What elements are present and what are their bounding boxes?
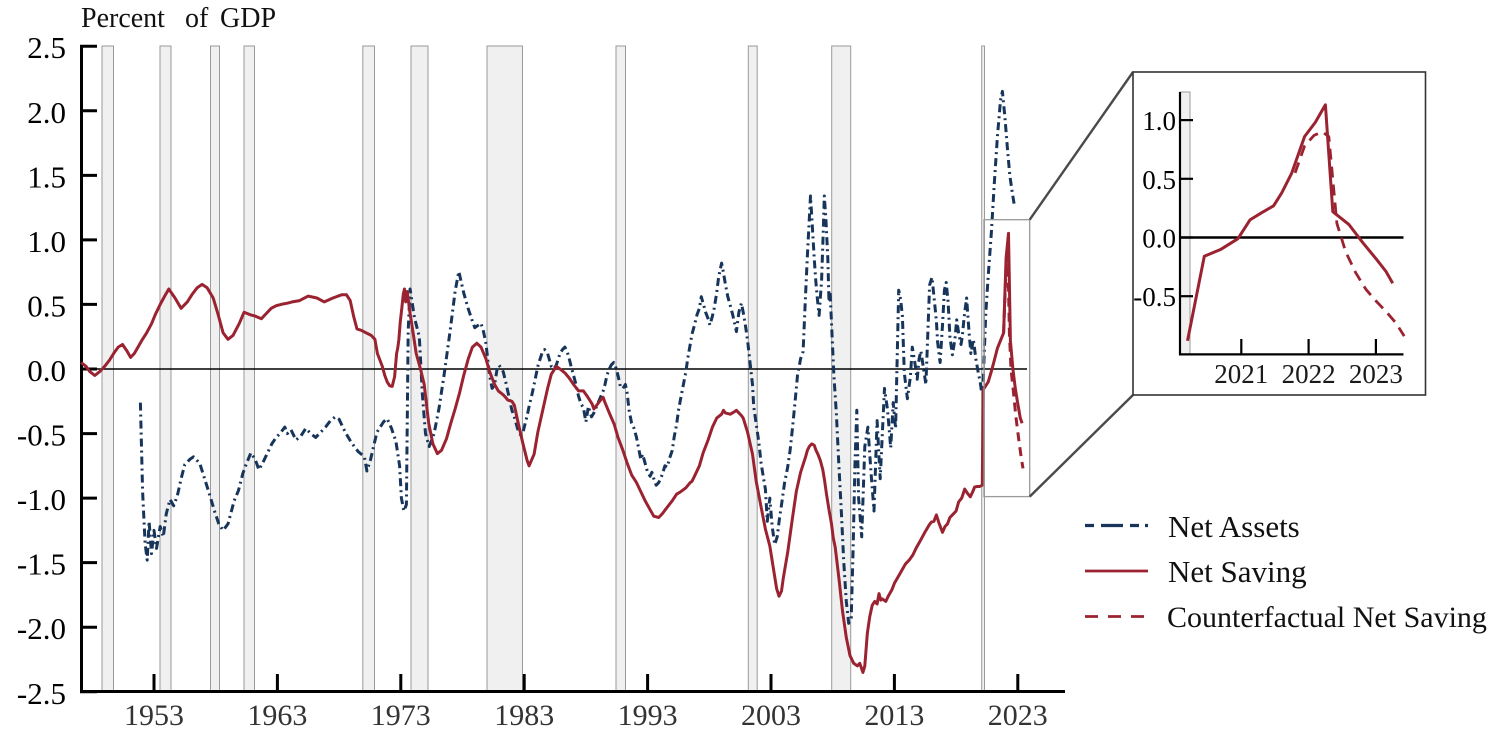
svg-text:Net Assets: Net Assets — [1168, 509, 1300, 544]
svg-text:2.0: 2.0 — [27, 95, 66, 130]
svg-text:Counterfactual Net Saving: Counterfactual Net Saving — [1167, 601, 1487, 634]
svg-text:2.5: 2.5 — [27, 30, 66, 65]
svg-text:Net Saving: Net Saving — [1168, 554, 1307, 589]
svg-text:2023: 2023 — [988, 699, 1048, 731]
svg-text:1.0: 1.0 — [27, 224, 66, 259]
svg-text:Percent: Percent — [81, 3, 165, 34]
svg-text:-1.0: -1.0 — [17, 482, 66, 517]
svg-text:1993: 1993 — [618, 699, 678, 731]
svg-text:0.5: 0.5 — [27, 288, 66, 323]
svg-text:1983: 1983 — [494, 699, 554, 731]
svg-text:1.5: 1.5 — [27, 159, 66, 194]
svg-text:-2.5: -2.5 — [17, 676, 66, 711]
svg-text:-0.5: -0.5 — [17, 418, 66, 453]
svg-text:GDP: GDP — [220, 3, 276, 34]
svg-text:-0.5: -0.5 — [1133, 282, 1176, 312]
svg-text:-2.0: -2.0 — [17, 611, 66, 646]
svg-text:2022: 2022 — [1282, 359, 1336, 389]
svg-text:2021: 2021 — [1214, 359, 1268, 389]
svg-text:0.5: 0.5 — [1142, 165, 1176, 195]
svg-text:of: of — [185, 3, 209, 34]
svg-text:2003: 2003 — [741, 699, 801, 731]
svg-text:1953: 1953 — [124, 699, 184, 731]
svg-text:1973: 1973 — [371, 699, 431, 731]
svg-text:-1.5: -1.5 — [17, 547, 66, 582]
svg-text:2013: 2013 — [864, 699, 924, 731]
svg-text:2023: 2023 — [1349, 359, 1403, 389]
svg-text:0.0: 0.0 — [27, 353, 66, 388]
svg-text:0.0: 0.0 — [1142, 224, 1176, 254]
svg-text:1.0: 1.0 — [1142, 106, 1176, 136]
svg-text:1963: 1963 — [247, 699, 307, 731]
